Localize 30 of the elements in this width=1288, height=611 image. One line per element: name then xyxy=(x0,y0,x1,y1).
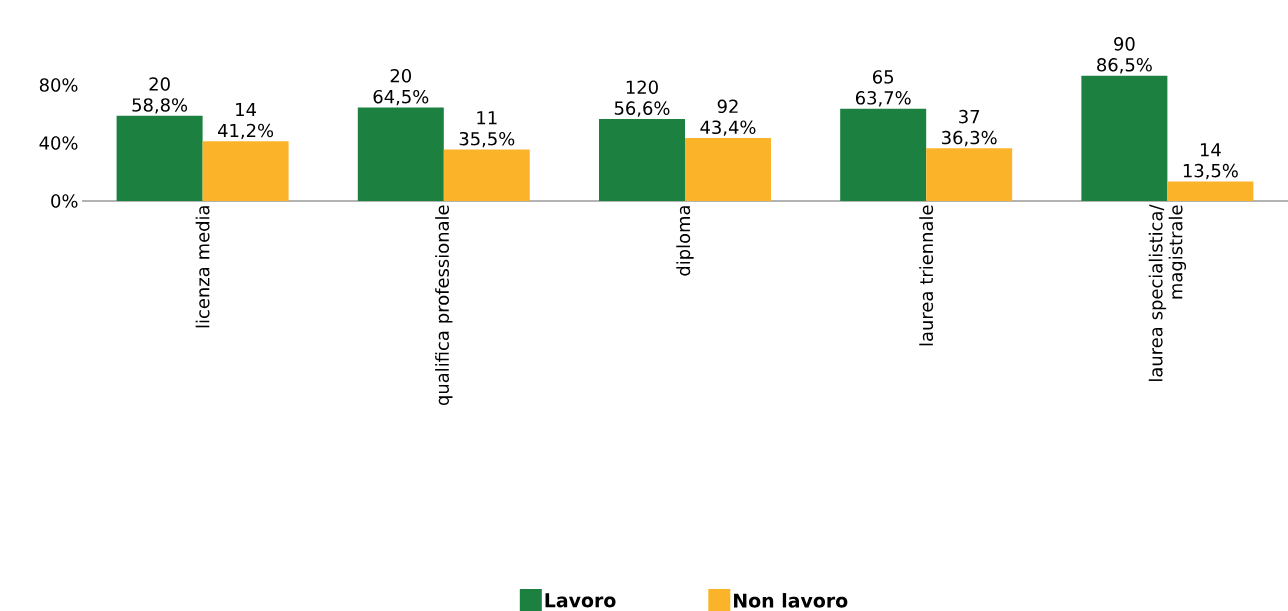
bar xyxy=(840,108,927,201)
x-tick-label: qualifica professionale xyxy=(435,205,453,406)
data-label: 14 41,2% xyxy=(217,102,274,140)
y-tick-label: 80% xyxy=(39,78,78,92)
bar xyxy=(202,141,289,201)
legend-label: Lavoro xyxy=(545,593,616,608)
legend-label: Non lavoro xyxy=(734,593,848,608)
data-label: 20 64,5% xyxy=(373,68,429,106)
x-tick-label: diploma xyxy=(676,206,694,276)
data-label: 92 43,4% xyxy=(700,99,756,136)
bar xyxy=(443,149,530,201)
bar xyxy=(598,118,685,201)
data-label: 90 86,5% xyxy=(1097,37,1152,74)
data-label: 20 58,8% xyxy=(132,77,188,114)
bar xyxy=(684,138,771,201)
bar xyxy=(357,107,444,201)
x-tick-label: licenza media xyxy=(195,206,210,328)
bar xyxy=(1167,181,1254,201)
data-label: 11 35,5% xyxy=(459,111,515,148)
y-tick-label: 40% xyxy=(39,136,78,150)
bar xyxy=(116,115,203,201)
data-label: 37 36,3% xyxy=(942,109,997,147)
bar xyxy=(1081,75,1168,201)
bar xyxy=(926,148,1013,201)
y-tick-label: 0% xyxy=(51,194,78,208)
x-tick-label: laurea specialistica/ magistrale xyxy=(1148,204,1187,381)
data-label: 65 63,7% xyxy=(855,70,911,107)
x-tick-label: laurea triennale xyxy=(919,205,934,346)
data-label: 14 13,5% xyxy=(1183,143,1238,180)
data-label: 120 56,6% xyxy=(614,80,670,117)
